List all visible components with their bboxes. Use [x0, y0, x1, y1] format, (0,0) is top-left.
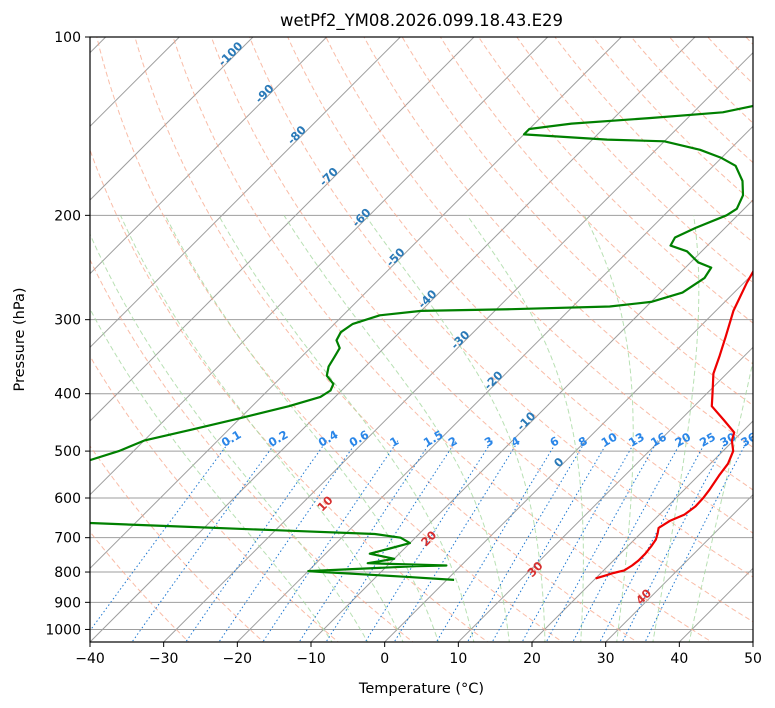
y-tick-label: 300	[54, 313, 81, 329]
x-tick-label: 10	[449, 651, 467, 667]
moist-adiabat-line	[120, 215, 404, 642]
mixing-ratio-label: 10	[599, 430, 620, 450]
profile-series	[90, 104, 753, 581]
isotherm-line	[90, 37, 622, 570]
y-tick-label: 800	[54, 565, 81, 581]
mixing-ratio-label: 16	[648, 430, 669, 450]
dry-adiabat-line	[90, 258, 414, 642]
dry-adiabat-line	[90, 355, 339, 642]
mixing-ratio-line	[185, 440, 328, 642]
x-tick-label: −20	[223, 651, 253, 667]
y-tick-label: 900	[54, 595, 81, 611]
dry-adiabat-line	[90, 531, 190, 642]
dry-adiabat-line	[248, 37, 753, 578]
moist-adiabat-line	[164, 215, 440, 642]
isotherm-line	[163, 51, 753, 642]
mixing-ratio-label: 13	[626, 430, 647, 450]
mixing-ratio-label: 25	[697, 430, 718, 450]
mixing-ratio-line	[298, 440, 432, 642]
x-tick-label: 20	[523, 651, 541, 667]
mixing-ratio-line	[599, 440, 707, 642]
isotherm-line	[531, 420, 753, 642]
isotherm-line	[90, 37, 254, 201]
mixing-ratio-line	[545, 440, 659, 642]
mixing-ratio-line	[393, 440, 520, 642]
x-tick-label: 0	[380, 651, 389, 667]
dry-adiabat-line	[363, 37, 753, 448]
y-tick-label: 700	[54, 531, 81, 547]
mixing-ratio-label: 36	[738, 430, 759, 450]
moist-adiabat-line	[283, 215, 510, 642]
x-tick-label: 30	[597, 651, 615, 667]
mixing-ratio-line	[491, 440, 609, 642]
y-tick-label: 100	[54, 30, 81, 46]
x-tick-label: 50	[744, 651, 762, 667]
moist-adiabat-line	[364, 215, 546, 642]
mixing-ratio-line	[521, 440, 637, 642]
isotherm-line	[236, 125, 753, 642]
isotherm-line	[90, 37, 328, 275]
isotherm-line	[90, 37, 475, 422]
isotherm-line	[457, 346, 753, 642]
mixing-ratio-line	[364, 440, 493, 642]
x-tick-label: −30	[149, 651, 179, 667]
mixing-ratio-line	[572, 440, 683, 642]
dry-adiabat-line	[210, 37, 753, 623]
chart-title: wetPf2_YM08.2026.099.18.43.E29	[280, 11, 563, 31]
y-tick-label: 200	[54, 208, 81, 224]
mixing-ratio-line	[262, 440, 399, 642]
y-axis-title: Pressure (hPa)	[12, 287, 28, 391]
dry-adiabat-line	[439, 37, 753, 365]
mixing-ratio-line	[621, 440, 728, 642]
mixing-ratio-label: 20	[672, 430, 693, 450]
x-tick-label: −10	[296, 651, 326, 667]
axes: −40 −30 −20 −10 0 10 20 30 40 50 100 200 300 400 500 60…	[45, 30, 762, 667]
plot-frame	[89, 36, 754, 643]
y-tick-label: 500	[54, 444, 81, 460]
mixing-ratio-line	[466, 440, 587, 642]
isotherm-line	[90, 37, 549, 496]
mixing-ratio-line	[435, 440, 558, 642]
dry-adiabat-line	[134, 37, 638, 642]
moist-adiabat-line	[90, 308, 333, 642]
y-tick-label: 600	[54, 491, 81, 507]
y-tick-label: 1000	[45, 622, 81, 638]
dry-adiabat-line	[90, 148, 489, 642]
temperature-profile-line	[595, 269, 753, 580]
moist-adiabat-line	[218, 215, 475, 642]
x-axis-title: Temperature (°C)	[358, 681, 484, 697]
moist-adiabat-line	[90, 232, 369, 642]
x-tick-label: −40	[75, 651, 105, 667]
y-tick-label: 400	[54, 387, 81, 403]
dry-adiabat-line	[401, 37, 753, 406]
dry-adiabat-line	[96, 37, 564, 642]
isotherm-line	[384, 272, 753, 642]
moist-adiabat-line	[688, 358, 753, 642]
dry-adiabat-line	[325, 37, 753, 491]
isotherm-line	[310, 199, 753, 642]
isotherm-line	[605, 493, 753, 642]
mixing-ratio-line	[131, 440, 278, 642]
moist-adiabat-line	[583, 215, 634, 642]
dewpoint-profile-line	[90, 104, 753, 581]
x-tick-label: 40	[670, 651, 688, 667]
dry-adiabat-line	[172, 37, 713, 642]
dry-adiabat-line	[287, 37, 753, 534]
